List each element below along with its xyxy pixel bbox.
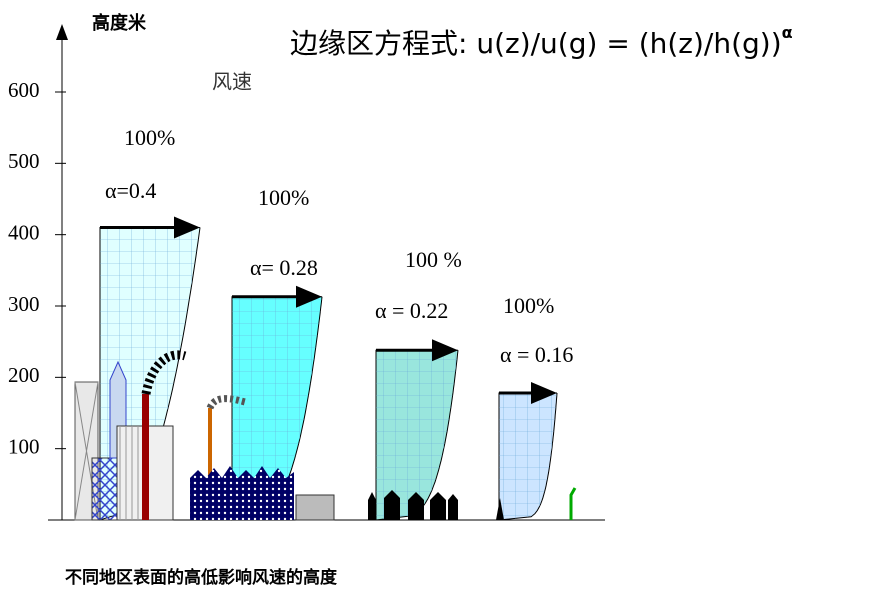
alpha-label: α = 0.22 (375, 298, 448, 323)
y-tick-label: 100 (8, 434, 40, 458)
buildings (74, 350, 577, 521)
speed-label: 100 % (405, 247, 462, 272)
caption: 不同地区表面的高低影响风速的高度 (65, 567, 338, 588)
speed-label: 100% (124, 125, 175, 150)
alpha-label: α=0.4 (105, 178, 156, 203)
speed-label: 100% (503, 293, 554, 318)
arrow-head (531, 382, 557, 405)
y-tick-label: 500 (8, 149, 40, 173)
title-superscript: α (782, 23, 793, 42)
y-tick-label: 200 (8, 363, 40, 387)
alpha-label: α= 0.28 (250, 255, 318, 280)
alpha-label: α = 0.16 (500, 342, 573, 367)
y-axis-label: 高度米 (92, 12, 147, 34)
speed-label: 100% (258, 185, 309, 210)
y-axis-arrow (56, 24, 68, 40)
y-tick-label: 400 (8, 220, 40, 244)
chart-title: 边缘区方程式: u(z)/u(g) = (h(z)/h(g))α (290, 23, 793, 61)
profile-grid (376, 350, 458, 520)
profile-grid (232, 296, 322, 520)
y-tick-label: 600 (8, 78, 40, 102)
title-text: 边缘区方程式: u(z)/u(g) = (h(z)/h(g)) (290, 27, 782, 60)
arrow-head (174, 216, 200, 239)
x-axis-label: 风速 (212, 70, 252, 94)
arrow-head (432, 339, 458, 362)
y-tick-label: 300 (8, 292, 40, 316)
arrow-head (296, 285, 322, 308)
profile-grid (499, 393, 557, 520)
